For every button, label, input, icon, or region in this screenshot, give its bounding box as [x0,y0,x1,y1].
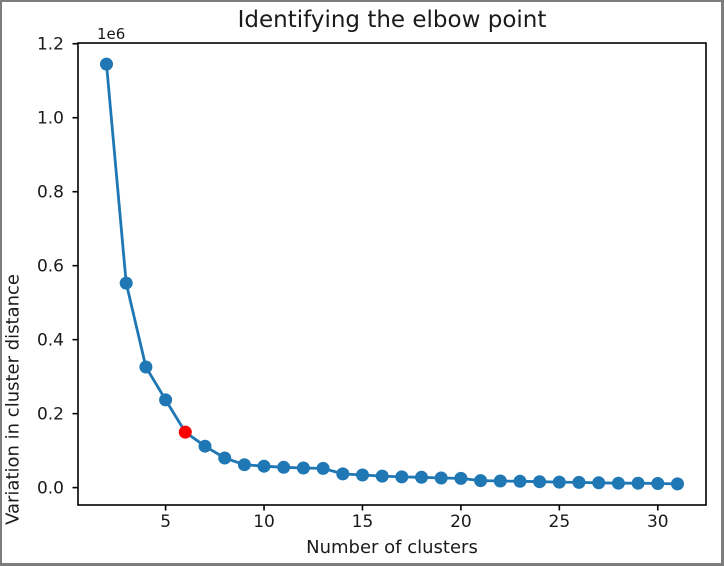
y-axis-offset-label: 1e6 [97,25,126,43]
x-tick-label: 20 [450,512,472,532]
data-point-marker [218,451,232,465]
y-tick-label: 1.0 [37,109,64,129]
data-point-marker [237,458,251,472]
x-tick-label: 15 [352,512,374,532]
data-point-marker [552,475,566,489]
data-point-marker [651,477,665,490]
axes-frame [77,42,707,506]
data-point-marker [611,476,625,490]
data-point-marker [139,360,153,374]
y-tick-label: 0.6 [37,257,64,277]
data-point-marker [631,476,645,490]
elbow-point-marker [178,425,192,439]
data-point-marker [119,276,133,290]
data-point-marker [356,468,369,482]
data-point-marker [257,459,271,473]
data-point-marker [100,57,113,71]
data-point-marker [592,476,606,490]
data-point-marker [198,439,212,453]
data-point-marker [316,461,330,475]
data-point-marker [671,477,684,491]
data-point-marker [572,475,586,489]
x-tick-label: 30 [647,512,669,532]
x-axis-label: Number of clusters [306,537,478,558]
y-tick-label: 0.8 [37,183,64,203]
data-point-marker [336,467,350,481]
elbow-curve-line [105,62,679,486]
data-point-marker [395,470,409,484]
chart-title: Identifying the elbow point [237,7,547,33]
data-point-marker [415,470,428,484]
x-tick-label: 10 [253,512,275,532]
x-tick-label: 25 [549,512,571,532]
data-point-marker [159,393,173,407]
y-tick-label: 1.2 [37,35,64,55]
data-point-marker [277,460,291,474]
data-point-marker [375,469,389,483]
y-tick-label: 0.4 [37,331,64,351]
data-point-marker [474,474,488,488]
data-point-marker [296,461,310,475]
data-point-marker [493,474,507,488]
data-point-marker [454,471,468,485]
data-point-marker [434,471,448,485]
y-axis-label-text: Variation in cluster distance [2,273,23,525]
data-point-marker [513,474,527,488]
y-tick-label: 0.2 [37,405,64,425]
y-tick-label: 0.0 [37,479,64,499]
data-point-marker [533,475,547,489]
x-tick-label: 5 [160,512,171,532]
